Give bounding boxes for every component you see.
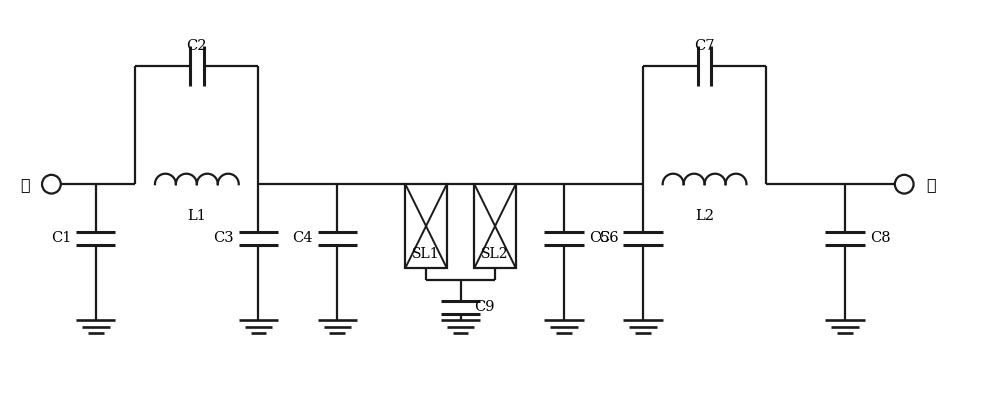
Text: C1: C1 bbox=[51, 231, 71, 245]
Text: ②: ② bbox=[926, 176, 936, 193]
Bar bbox=[474, 184, 516, 268]
Text: SL2: SL2 bbox=[481, 247, 509, 261]
Bar bbox=[405, 184, 447, 268]
Text: C3: C3 bbox=[213, 231, 234, 245]
Text: C6: C6 bbox=[598, 231, 618, 245]
Text: C2: C2 bbox=[187, 39, 207, 53]
Text: ①: ① bbox=[20, 176, 30, 193]
Text: L2: L2 bbox=[695, 209, 714, 223]
Text: C4: C4 bbox=[292, 231, 313, 245]
Text: C5: C5 bbox=[589, 231, 609, 245]
Text: C7: C7 bbox=[694, 39, 715, 53]
Text: C8: C8 bbox=[870, 231, 890, 245]
Text: L1: L1 bbox=[187, 209, 206, 223]
Text: SL1: SL1 bbox=[412, 247, 440, 261]
Text: C9: C9 bbox=[474, 300, 495, 314]
